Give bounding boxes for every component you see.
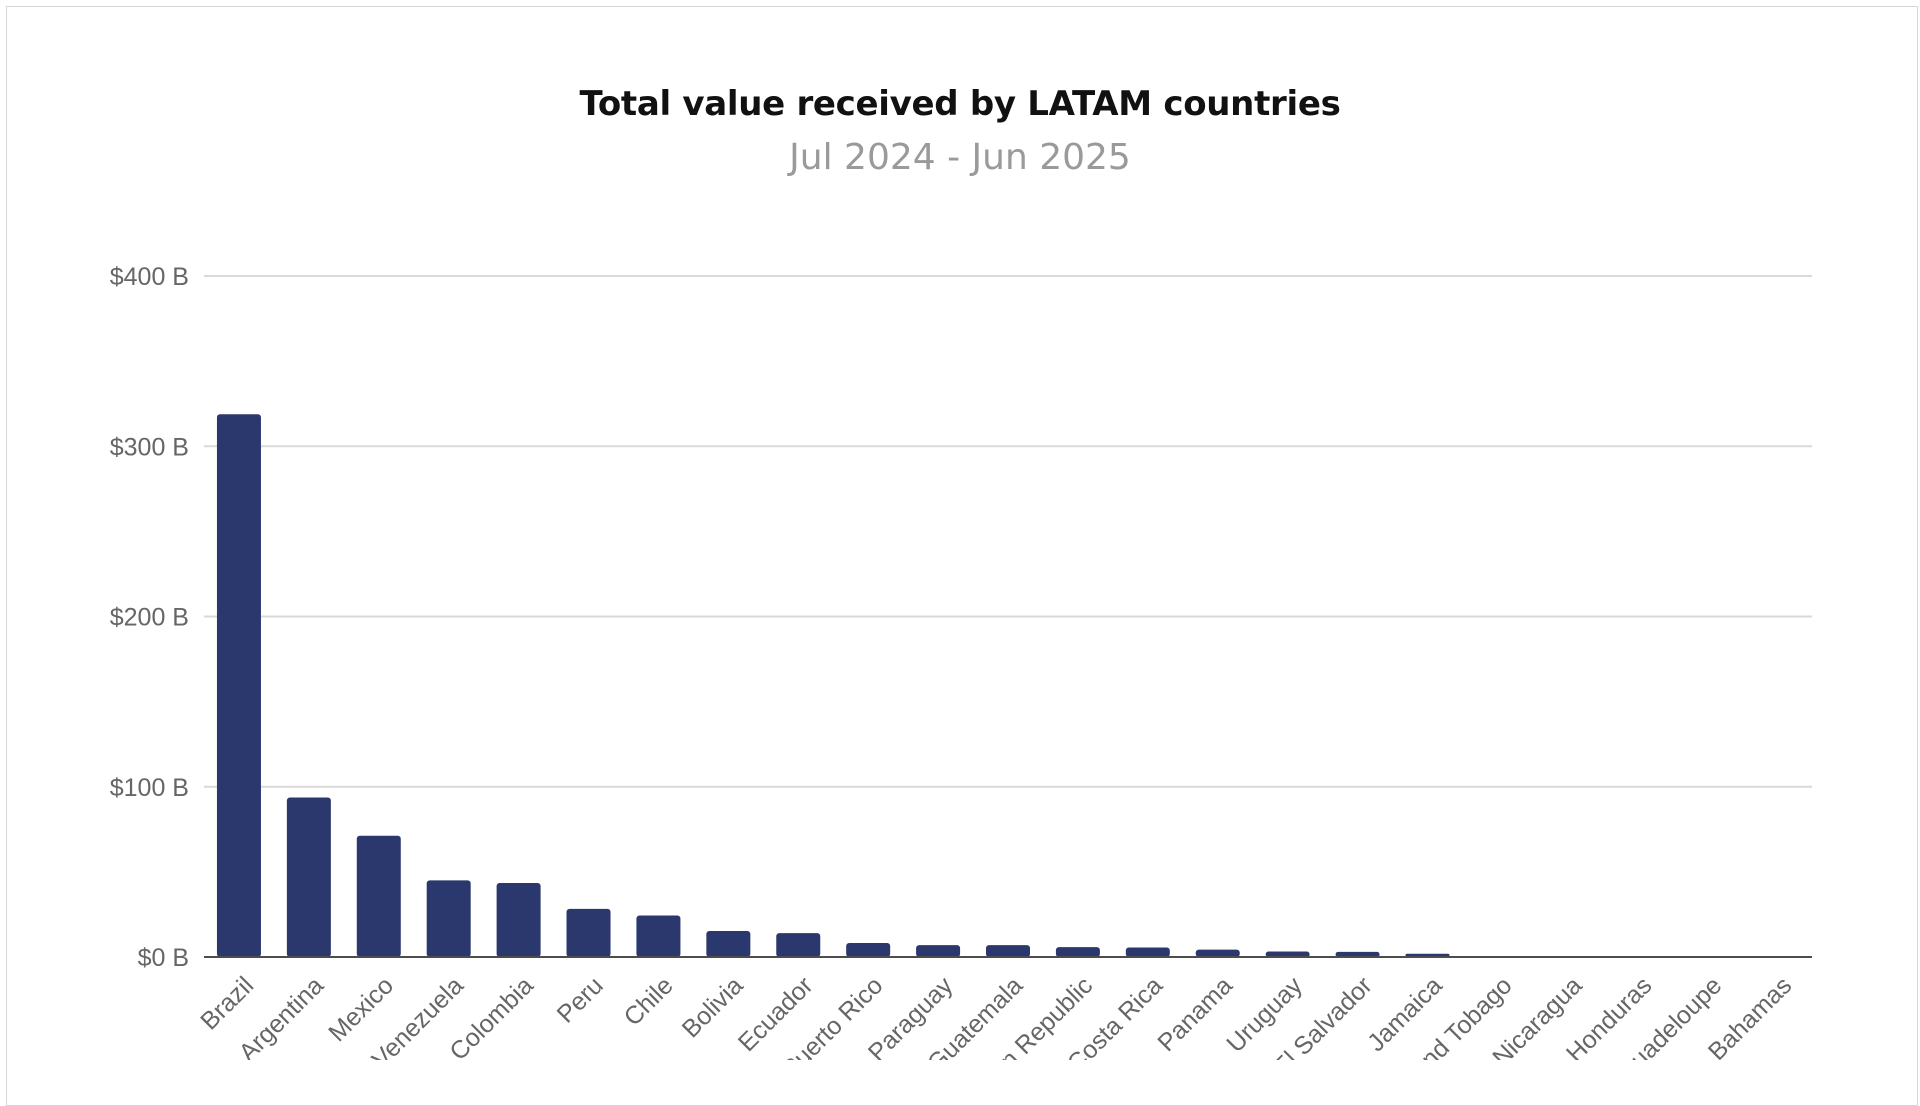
x-tick-label: Peru [552,971,609,1028]
bar [1055,947,1100,957]
bar [1195,949,1240,957]
y-tick-label: $200 B [110,604,189,632]
bar [706,930,751,957]
bar [986,945,1030,957]
y-tick-label: $100 B [110,774,189,802]
x-tick-label: Brazil [195,971,259,1035]
bar [426,880,471,957]
bar [846,943,891,957]
y-tick-label: $400 B [110,263,189,291]
gridlines [204,275,1812,788]
chart-title: Total value received by LATAM countries [579,84,1341,124]
x-tick-label: Panama [1152,971,1238,1057]
bar [1265,951,1310,957]
bar [916,945,961,957]
bars [216,414,1800,957]
bar [776,933,821,957]
bar [566,908,611,957]
bar [286,797,331,957]
y-tick-label: $0 B [138,944,189,972]
bar [496,882,541,957]
chart-subtitle: Jul 2024 - Jun 2025 [789,137,1131,178]
x-tick-label: Chile [619,971,679,1031]
bar [356,835,401,957]
y-tick-label: $300 B [110,433,189,461]
bar-chart: $0 B $100 B $200 B $300 B $400 B BrazilArgen… [110,263,1812,1060]
bar [216,414,261,957]
y-axis-ticks: $0 B $100 B $200 B $300 B $400 B [110,263,189,972]
bar [636,915,681,957]
bar [1335,951,1380,957]
bar [1125,947,1170,957]
